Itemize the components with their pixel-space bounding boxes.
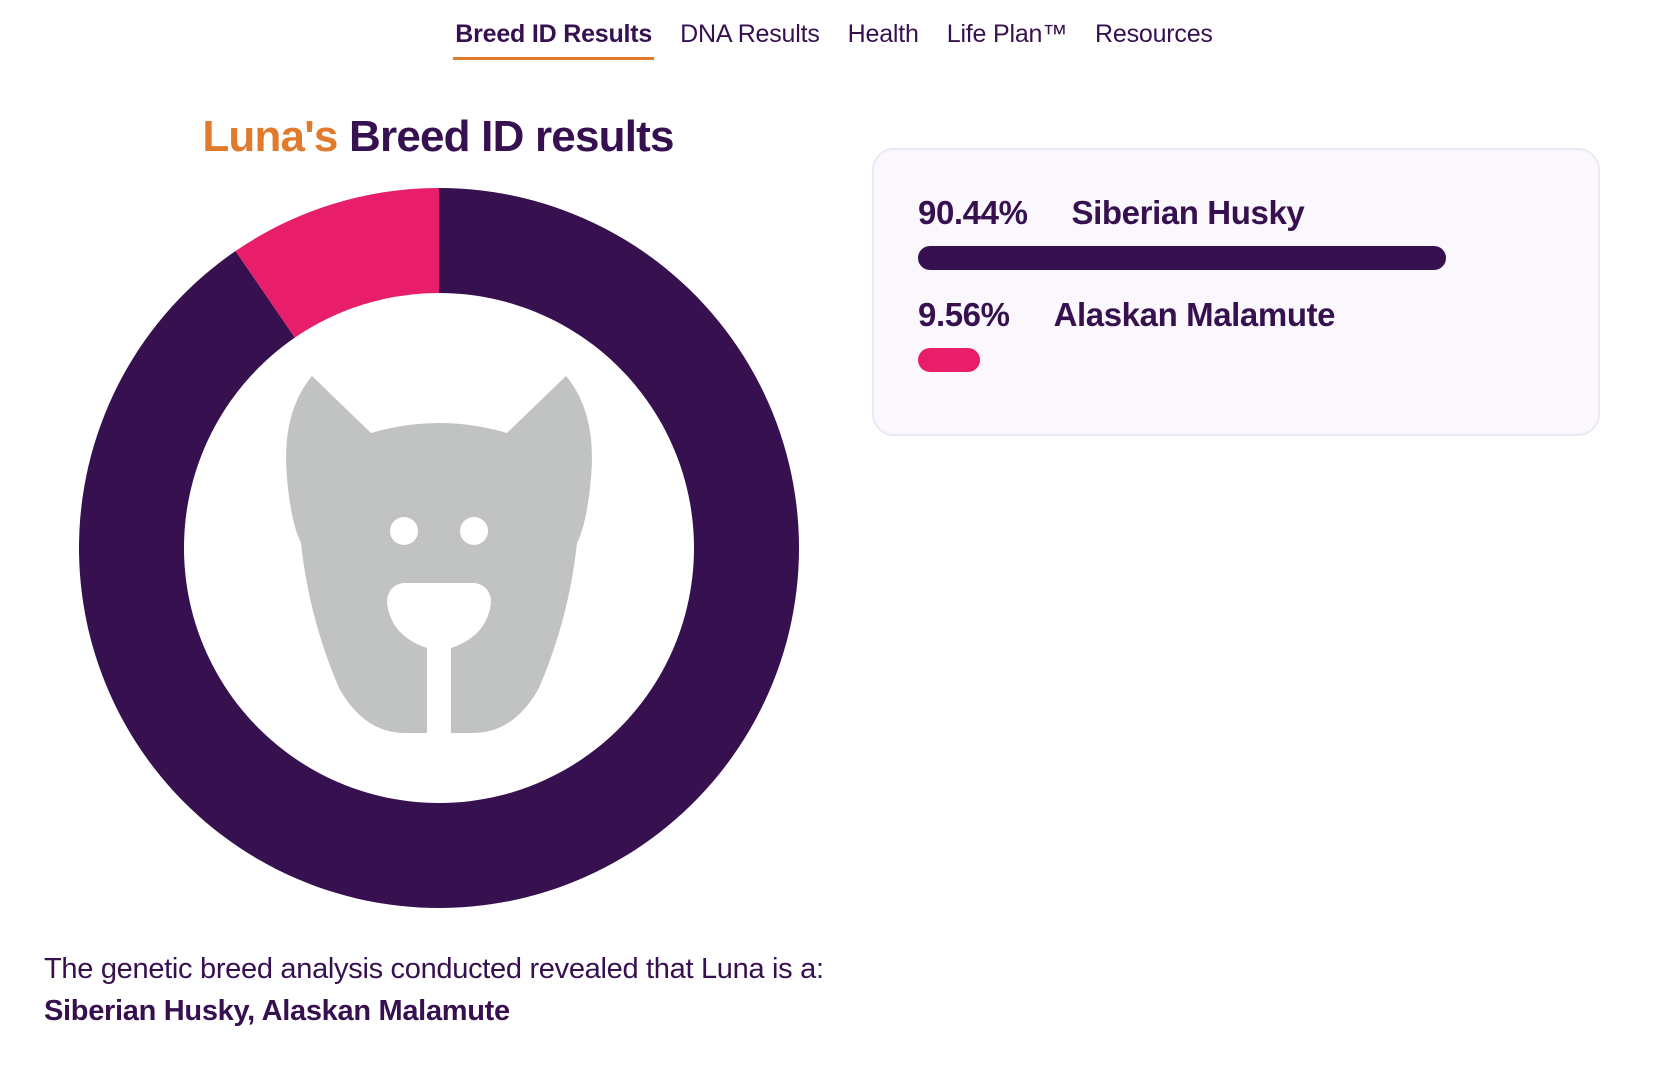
dog-head-shape [286,376,592,733]
dog-left-eye [390,517,418,545]
page-title: Luna's Breed ID results [0,112,876,162]
summary-text: The genetic breed analysis conducted rev… [44,953,824,985]
result-label: 9.56% Alaskan Malamute [918,296,1554,334]
donut-segments [79,188,799,908]
result-breed: Alaskan Malamute [1053,296,1336,333]
tab-resources[interactable]: Resources [1095,20,1213,48]
breed-donut-chart [79,188,799,908]
dog-face-icon [286,376,592,733]
top-navigation: Breed ID Results DNA Results Health Life… [0,14,1668,60]
tab-breed-id-results[interactable]: Breed ID Results [453,14,655,60]
result-breed: Siberian Husky [1071,194,1305,231]
result-bar-track [918,348,1502,372]
analysis-summary: The genetic breed analysis conducted rev… [44,948,844,1032]
dog-right-eye [460,517,488,545]
breed-results-card: 90.44% Siberian Husky 9.56% Alaskan Mala… [872,148,1600,436]
result-percent: 90.44% [918,194,1028,231]
title-text: Breed ID results [349,112,674,161]
donut-segment-alaskan-malamute [235,188,439,338]
tab-life-plan[interactable]: Life Plan™ [946,20,1068,48]
dog-name: Luna's [202,112,338,161]
result-bar-fill [918,246,1447,270]
result-row-alaskan-malamute: 9.56% Alaskan Malamute [918,296,1554,372]
result-bar-track [918,246,1502,270]
result-label: 90.44% Siberian Husky [918,194,1554,232]
tab-health[interactable]: Health [847,20,919,48]
result-percent: 9.56% [918,296,1010,333]
result-bar-fill [918,348,980,372]
summary-breeds: Siberian Husky, Alaskan Malamute [44,995,510,1027]
result-row-siberian-husky: 90.44% Siberian Husky [918,194,1554,270]
tab-dna-results[interactable]: DNA Results [680,20,820,48]
